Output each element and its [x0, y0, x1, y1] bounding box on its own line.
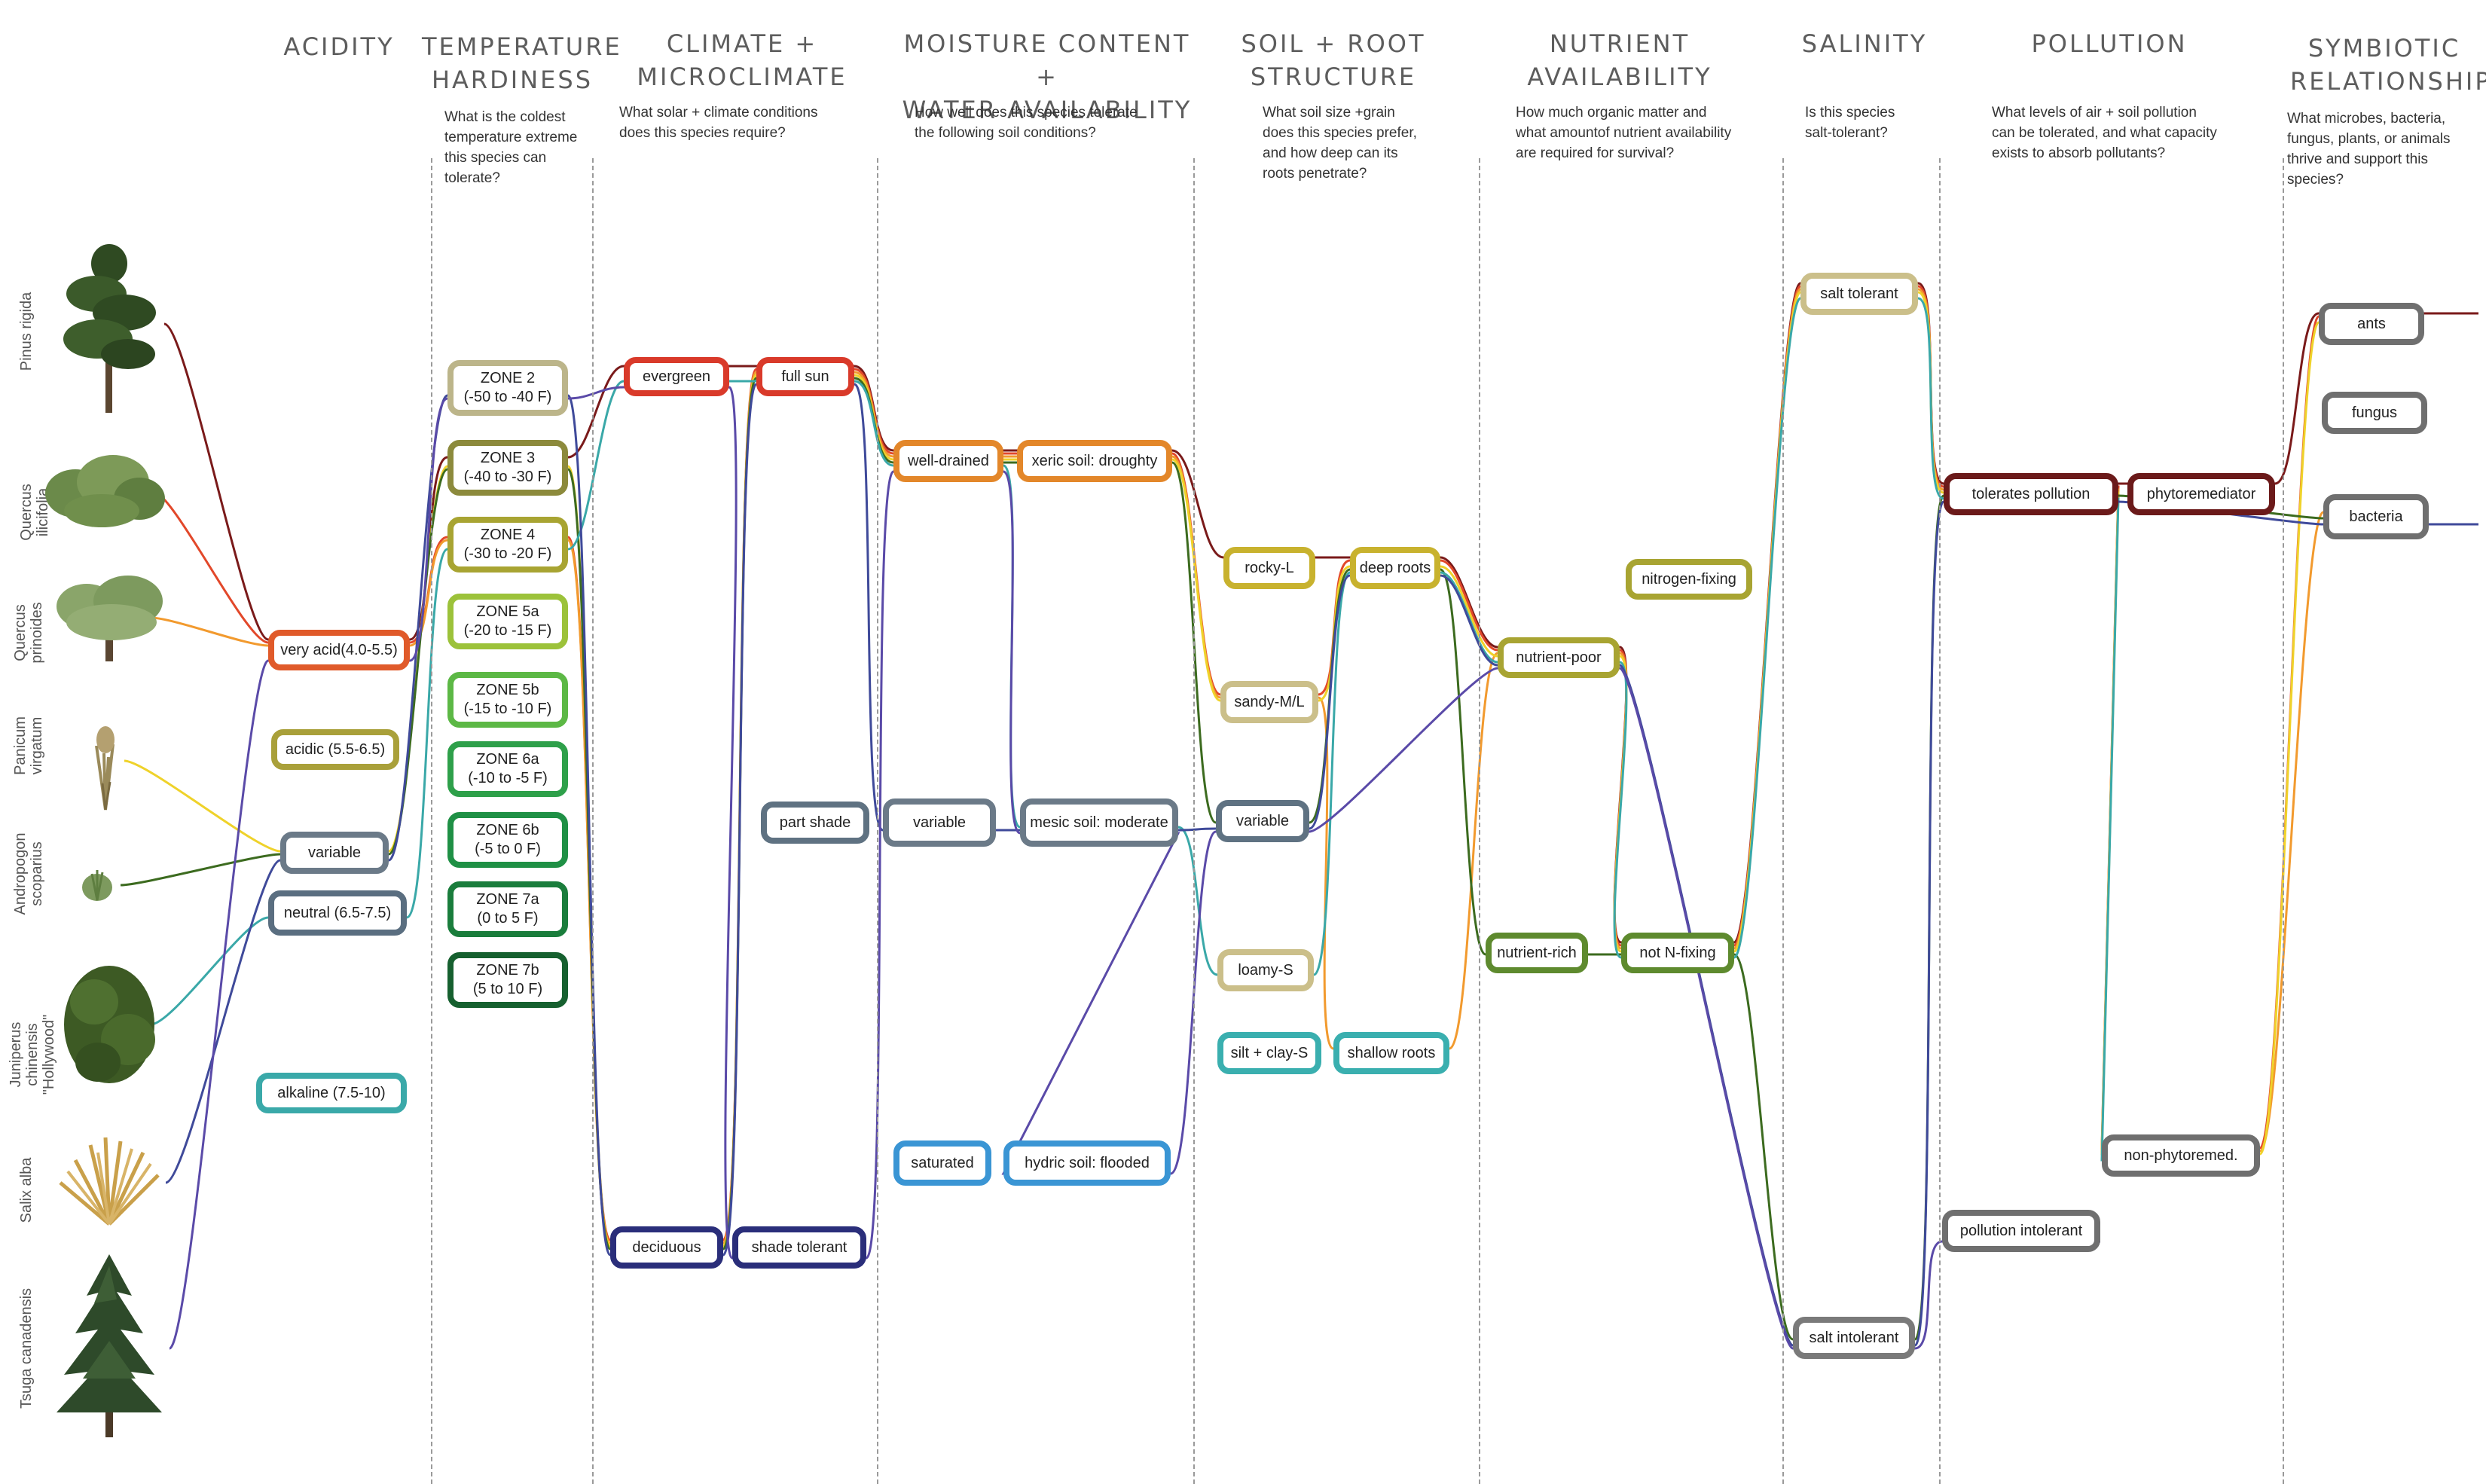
node-salt-tolerant: salt tolerant — [1800, 273, 1918, 315]
node-zone2: ZONE 2 (-50 to -40 F) — [447, 360, 568, 416]
node-deciduous: deciduous — [610, 1226, 723, 1269]
node-variable-soil: variable — [1216, 800, 1309, 842]
node-xeric: xeric soil: droughty — [1017, 440, 1172, 482]
chinkapin-oak-image — [56, 576, 163, 661]
node-well-drained: well-drained — [893, 440, 1003, 482]
node-pollution-intolerant: pollution intolerant — [1942, 1210, 2100, 1252]
node-non-phytoremed: non-phytoremed. — [2102, 1134, 2260, 1177]
question-symbiotic: What microbes, bacteria, fungus, plants,… — [2287, 111, 2451, 188]
node-alkaline: alkaline (7.5-10) — [256, 1073, 407, 1113]
node-zone6b: ZONE 6b (-5 to 0 F) — [447, 812, 568, 868]
node-ants: ants — [2319, 303, 2424, 345]
species-label: Juniperus chinensis "Hollywood" — [8, 1014, 57, 1095]
node-zone7a: ZONE 7a (0 to 5 F) — [447, 881, 568, 937]
pine-tree-image — [63, 244, 156, 413]
node-hydric: hydric soil: flooded — [1003, 1140, 1171, 1186]
node-sandy: sandy-M/L — [1220, 681, 1318, 723]
node-zone3: ZONE 3 (-40 to -30 F) — [447, 440, 568, 496]
node-zone5b: ZONE 5b (-15 to -10 F) — [447, 672, 568, 728]
node-zone4: ZONE 4 (-30 to -20 F) — [447, 517, 568, 573]
node-not-n-fixing: not N-fixing — [1621, 933, 1734, 973]
node-fungus: fungus — [2322, 392, 2427, 434]
header-climate: CLIMATE + MICROCLIMATE — [637, 29, 848, 91]
column-divider — [1479, 158, 1480, 1484]
species-path — [150, 297, 2260, 1162]
node-evergreen: evergreen — [624, 357, 729, 396]
node-variable-ph: variable — [280, 832, 389, 874]
node-full-sun: full sun — [756, 357, 854, 396]
question-nutrient: How much organic matter and what amounto… — [1516, 105, 1732, 161]
node-nutrient-poor: nutrient-poor — [1498, 637, 1620, 678]
question-salinity: Is this species salt-tolerant? — [1805, 105, 1895, 141]
scrub-oak-image — [45, 455, 165, 527]
column-divider — [2283, 158, 2284, 1484]
header-symbiotic: SYMBIOTIC RELATIONSHIPS — [2290, 34, 2486, 96]
column-divider — [1782, 158, 1784, 1484]
juniper-image — [64, 966, 155, 1083]
header-nutrient: NUTRIENT AVAILABILITY — [1527, 29, 1712, 91]
node-rocky: rocky-L — [1223, 547, 1315, 589]
header-acidity: ACIDITY — [283, 32, 395, 61]
column-divider — [1193, 158, 1195, 1484]
bluestem-image — [82, 870, 112, 901]
node-very-acid: very acid(4.0-5.5) — [268, 630, 410, 670]
node-neutral: neutral (6.5-7.5) — [268, 890, 407, 936]
header-pollution: POLLUTION — [2031, 29, 2188, 58]
node-nitrogen-fixing: nitrogen-fixing — [1626, 559, 1752, 600]
node-saturated: saturated — [893, 1140, 991, 1186]
question-temperature: What is the coldest temperature extreme … — [444, 109, 578, 186]
column-divider — [431, 158, 432, 1484]
node-loamy: loamy-S — [1217, 949, 1314, 991]
node-silt-clay: silt + clay-S — [1217, 1032, 1321, 1074]
species-path — [168, 386, 2100, 1350]
hemlock-image — [56, 1254, 162, 1437]
white-willow-image — [59, 1137, 160, 1226]
header-salinity: SALINITY — [1801, 29, 1928, 58]
node-phytoremediator: phytoremediator — [2127, 473, 2275, 515]
node-tolerates-pollution: tolerates pollution — [1944, 473, 2118, 515]
header-moisture: MOISTURE CONTENT + WATER AVAILABILITY — [902, 29, 1193, 124]
node-shade-tolerant: shade tolerant — [732, 1226, 866, 1269]
column-divider — [1939, 158, 1941, 1484]
node-acidic: acidic (5.5-6.5) — [271, 729, 399, 770]
question-climate: What solar + climate conditions does thi… — [619, 105, 818, 141]
header-temperature-hardiness: TEMPERATURE HARDINESS — [422, 32, 622, 94]
question-pollution: What levels of air + soil pollution can … — [1992, 105, 2217, 161]
node-variable-moisture: variable — [883, 798, 996, 847]
species-label: Andropogon scoparius — [12, 832, 45, 915]
switchgrass-image — [95, 726, 115, 811]
node-deep-roots: deep roots — [1350, 547, 1440, 589]
column-divider — [592, 158, 594, 1484]
node-zone7b: ZONE 7b (5 to 10 F) — [447, 952, 568, 1008]
question-moisture: How well does this species tolerate the … — [915, 105, 1138, 141]
node-nutrient-rich: nutrient-rich — [1486, 933, 1588, 973]
node-zone6a: ZONE 6a (-10 to -5 F) — [447, 741, 568, 797]
node-part-shade: part shade — [761, 802, 869, 844]
node-shallow-roots: shallow roots — [1333, 1032, 1449, 1074]
node-salt-intolerant: salt intolerant — [1793, 1317, 1915, 1359]
species-label: Pinus rigida — [18, 292, 35, 371]
node-bacteria: bacteria — [2323, 494, 2429, 539]
node-zone5a: ZONE 5a (-20 to -15 F) — [447, 594, 568, 649]
node-mesic: mesic soil: moderate — [1020, 798, 1178, 847]
column-divider — [877, 158, 878, 1484]
question-soil: What soil size +grain does this species … — [1263, 105, 1417, 182]
header-soil: SOIL + ROOT STRUCTURE — [1241, 29, 1426, 91]
